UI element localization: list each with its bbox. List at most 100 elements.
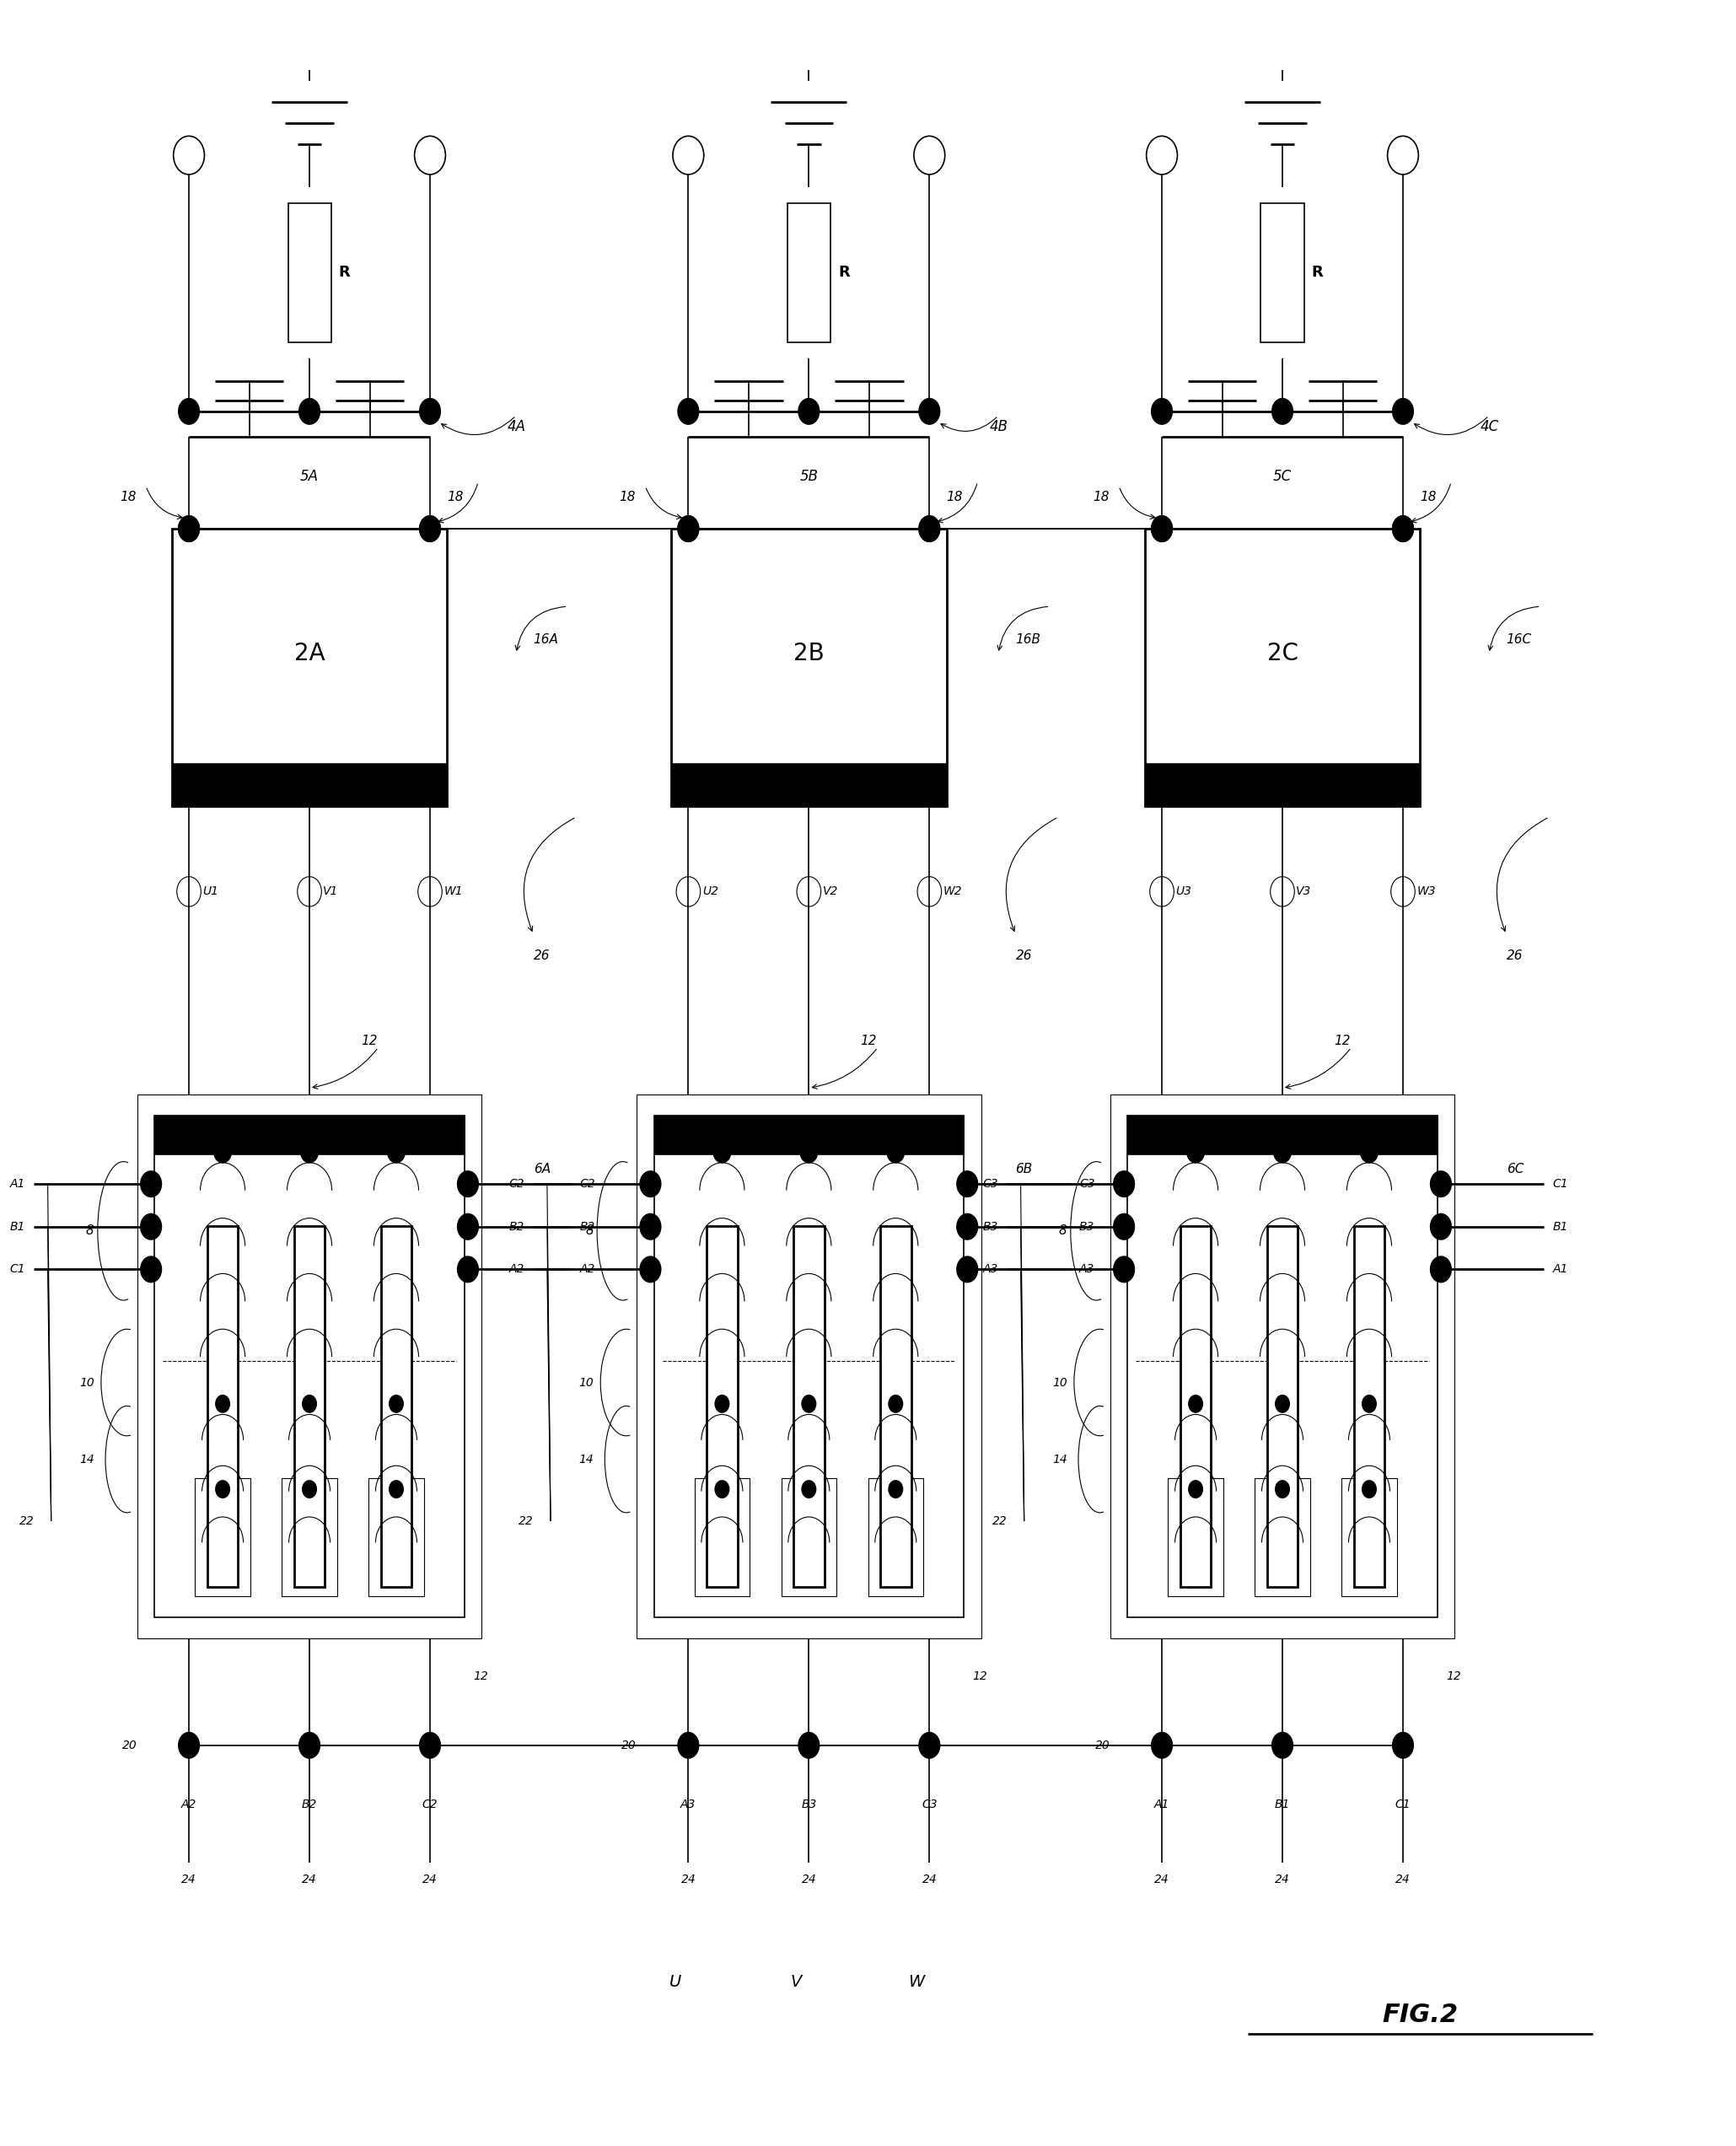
Circle shape	[302, 1395, 316, 1412]
Text: 5B: 5B	[800, 470, 818, 485]
Circle shape	[957, 1215, 977, 1240]
Text: 18: 18	[120, 491, 137, 502]
Text: 12: 12	[1446, 1670, 1462, 1682]
Text: 12: 12	[472, 1670, 488, 1682]
Text: A1: A1	[1552, 1264, 1568, 1275]
Circle shape	[179, 515, 200, 541]
Circle shape	[1151, 1732, 1172, 1758]
Circle shape	[389, 1395, 403, 1412]
Bar	[1144, 764, 1420, 807]
Text: 2A: 2A	[293, 642, 325, 665]
Bar	[1354, 1225, 1385, 1588]
Text: 16C: 16C	[1507, 633, 1531, 646]
Text: 26: 26	[1507, 949, 1522, 961]
Bar	[155, 1116, 465, 1618]
Circle shape	[302, 1481, 316, 1498]
Text: U3: U3	[1175, 886, 1191, 897]
Circle shape	[1115, 1172, 1134, 1197]
Circle shape	[641, 1172, 661, 1197]
Circle shape	[1392, 515, 1413, 541]
Text: 18: 18	[620, 491, 635, 502]
Text: W2: W2	[943, 886, 962, 897]
Circle shape	[1189, 1395, 1203, 1412]
Bar	[137, 1094, 481, 1640]
Text: 22: 22	[19, 1515, 35, 1528]
Text: W: W	[908, 1974, 925, 1989]
Circle shape	[1189, 1481, 1203, 1498]
Bar	[654, 1116, 963, 1618]
Circle shape	[141, 1215, 161, 1240]
Bar	[1144, 528, 1420, 807]
Circle shape	[887, 1142, 904, 1163]
Circle shape	[641, 1215, 661, 1240]
Circle shape	[679, 1732, 698, 1758]
Circle shape	[420, 1732, 441, 1758]
Text: 22: 22	[991, 1515, 1007, 1528]
Text: 24: 24	[1396, 1873, 1410, 1884]
Text: 2B: 2B	[793, 642, 825, 665]
Bar	[1267, 1225, 1299, 1588]
Circle shape	[179, 515, 200, 541]
Text: C3: C3	[983, 1178, 998, 1189]
Circle shape	[1430, 1258, 1451, 1281]
Circle shape	[215, 1395, 229, 1412]
Text: C2: C2	[509, 1178, 524, 1189]
Bar	[793, 1225, 825, 1588]
Text: A1: A1	[1154, 1798, 1170, 1811]
Text: 4A: 4A	[507, 418, 526, 433]
Text: B1: B1	[10, 1221, 26, 1232]
Text: 24: 24	[681, 1873, 696, 1884]
Circle shape	[458, 1172, 477, 1197]
Text: 24: 24	[1274, 1873, 1290, 1884]
Circle shape	[179, 1732, 200, 1758]
Text: C1: C1	[10, 1264, 26, 1275]
Bar	[380, 1225, 411, 1588]
Circle shape	[1151, 515, 1172, 541]
Text: 24: 24	[422, 1873, 437, 1884]
Bar	[281, 1479, 337, 1597]
Circle shape	[799, 399, 819, 425]
Text: 8: 8	[1059, 1225, 1068, 1238]
Bar	[368, 1479, 424, 1597]
Text: 20: 20	[621, 1740, 637, 1751]
Bar	[1180, 1225, 1212, 1588]
Circle shape	[1151, 515, 1172, 541]
Circle shape	[918, 399, 939, 425]
Circle shape	[679, 515, 698, 541]
Text: FIG.2: FIG.2	[1382, 2002, 1458, 2028]
Text: V: V	[790, 1974, 802, 1989]
Circle shape	[1430, 1172, 1451, 1197]
Bar	[1255, 1479, 1311, 1597]
Text: A3: A3	[681, 1798, 696, 1811]
Circle shape	[715, 1395, 729, 1412]
Text: B3: B3	[983, 1221, 998, 1232]
Circle shape	[802, 1395, 816, 1412]
Circle shape	[957, 1258, 977, 1281]
Text: 18: 18	[1420, 491, 1437, 502]
Text: 18: 18	[946, 491, 963, 502]
Circle shape	[387, 1142, 404, 1163]
Bar	[1168, 1479, 1224, 1597]
Bar	[868, 1479, 924, 1597]
Text: A1: A1	[10, 1178, 26, 1189]
Text: 6B: 6B	[1016, 1163, 1033, 1176]
Text: W3: W3	[1417, 886, 1436, 897]
Text: 2C: 2C	[1267, 642, 1299, 665]
Bar	[172, 764, 448, 807]
Text: 20: 20	[122, 1740, 137, 1751]
Bar	[781, 1479, 837, 1597]
Circle shape	[1115, 1258, 1134, 1281]
Text: C2: C2	[422, 1798, 437, 1811]
Circle shape	[713, 1142, 731, 1163]
Text: 24: 24	[182, 1873, 196, 1884]
Text: V3: V3	[1297, 886, 1312, 897]
Circle shape	[1361, 1142, 1378, 1163]
Bar	[788, 204, 830, 341]
Text: B2: B2	[509, 1221, 524, 1232]
Text: 20: 20	[1095, 1740, 1111, 1751]
Text: 14: 14	[578, 1453, 594, 1466]
Bar	[880, 1225, 911, 1588]
Bar	[172, 528, 448, 807]
Circle shape	[889, 1395, 903, 1412]
Text: A2: A2	[181, 1798, 196, 1811]
